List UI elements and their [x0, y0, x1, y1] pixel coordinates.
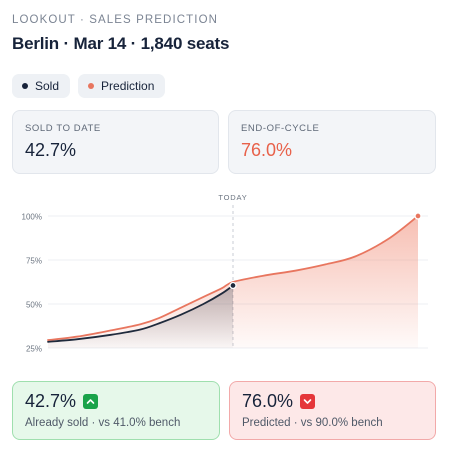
prediction-dot-icon [88, 83, 95, 89]
predicted-stat-card: 76.0% Predicted · vs 90.0% bench [229, 381, 436, 440]
legend-chip-prediction[interactable]: Prediction [78, 74, 166, 98]
sales-chart: 100% 75% 50% 25% TODAY [0, 188, 453, 356]
sales-chart-svg: 100% 75% 50% 25% TODAY [22, 193, 428, 354]
end-of-cycle-value: 76.0% [241, 140, 293, 160]
sold-to-date-value: 42.7% [25, 140, 77, 160]
legend-chip-sold[interactable]: Sold [12, 74, 71, 98]
sold-stat-value: 42.7% [25, 391, 77, 411]
sold-end-point [229, 281, 237, 290]
end-of-cycle-label: END-OF-CYCLE [241, 123, 320, 134]
prediction-end-point [414, 212, 422, 220]
legend-label-sold: Sold [35, 79, 60, 93]
today-label: TODAY [218, 193, 247, 202]
sold-dot-icon [22, 83, 28, 89]
trend-up-icon [83, 394, 99, 409]
predicted-stat-subtext: Predicted · vs 90.0% bench [242, 417, 383, 429]
sold-stat-card: 42.7% Already sold · vs 41.0% bench [12, 381, 220, 440]
sold-series-line [47, 284, 234, 343]
sold-area [48, 285, 233, 348]
end-of-cycle-card: END-OF-CYCLE 76.0% [228, 110, 436, 174]
y-tick-label: 50% [26, 301, 42, 310]
y-tick-label: 25% [26, 345, 42, 354]
legend: Sold Prediction [12, 74, 166, 98]
app-eyebrow: LOOKOUT · SALES PREDICTION [12, 14, 219, 26]
y-tick-label: 75% [26, 257, 42, 266]
page-title: Berlin · Mar 14 · 1,840 seats [12, 34, 230, 53]
y-tick-label: 100% [22, 213, 42, 222]
sold-to-date-label: SOLD TO DATE [25, 123, 101, 134]
trend-down-icon [300, 394, 316, 409]
sold-stat-subtext: Already sold · vs 41.0% bench [25, 417, 181, 429]
legend-label-prediction: Prediction [101, 79, 155, 93]
prediction-series-line [47, 215, 419, 341]
predicted-stat-value: 76.0% [242, 391, 294, 411]
sold-to-date-card: SOLD TO DATE 42.7% [12, 110, 219, 174]
